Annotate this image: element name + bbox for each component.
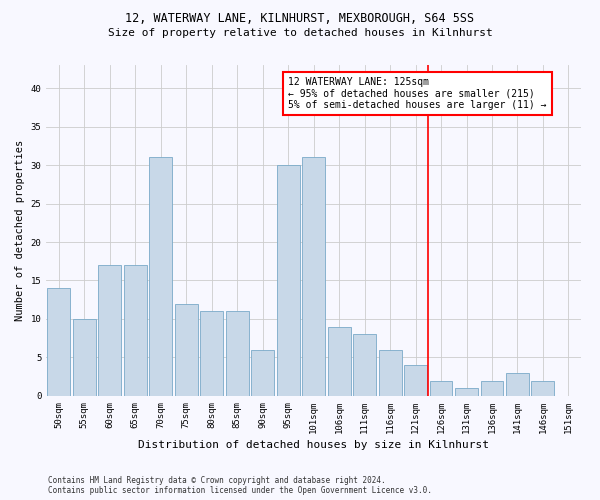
Bar xyxy=(124,265,147,396)
Text: 12, WATERWAY LANE, KILNHURST, MEXBOROUGH, S64 5SS: 12, WATERWAY LANE, KILNHURST, MEXBOROUGH… xyxy=(125,12,475,26)
Bar xyxy=(532,380,554,396)
Text: Size of property relative to detached houses in Kilnhurst: Size of property relative to detached ho… xyxy=(107,28,493,38)
Text: 12 WATERWAY LANE: 125sqm
← 95% of detached houses are smaller (215)
5% of semi-d: 12 WATERWAY LANE: 125sqm ← 95% of detach… xyxy=(288,76,547,110)
Bar xyxy=(328,326,350,396)
Text: Contains HM Land Registry data © Crown copyright and database right 2024.: Contains HM Land Registry data © Crown c… xyxy=(48,476,386,485)
Text: Contains public sector information licensed under the Open Government Licence v3: Contains public sector information licen… xyxy=(48,486,432,495)
Bar xyxy=(404,365,427,396)
Bar xyxy=(353,334,376,396)
Bar xyxy=(302,158,325,396)
Bar xyxy=(149,158,172,396)
Bar xyxy=(226,312,248,396)
Bar xyxy=(455,388,478,396)
Y-axis label: Number of detached properties: Number of detached properties xyxy=(15,140,25,321)
Bar xyxy=(47,288,70,396)
Bar xyxy=(506,373,529,396)
X-axis label: Distribution of detached houses by size in Kilnhurst: Distribution of detached houses by size … xyxy=(138,440,489,450)
Bar xyxy=(73,319,96,396)
Bar xyxy=(379,350,401,396)
Bar xyxy=(481,380,503,396)
Bar xyxy=(175,304,198,396)
Bar xyxy=(430,380,452,396)
Bar xyxy=(200,312,223,396)
Bar xyxy=(251,350,274,396)
Bar xyxy=(277,165,299,396)
Bar xyxy=(98,265,121,396)
